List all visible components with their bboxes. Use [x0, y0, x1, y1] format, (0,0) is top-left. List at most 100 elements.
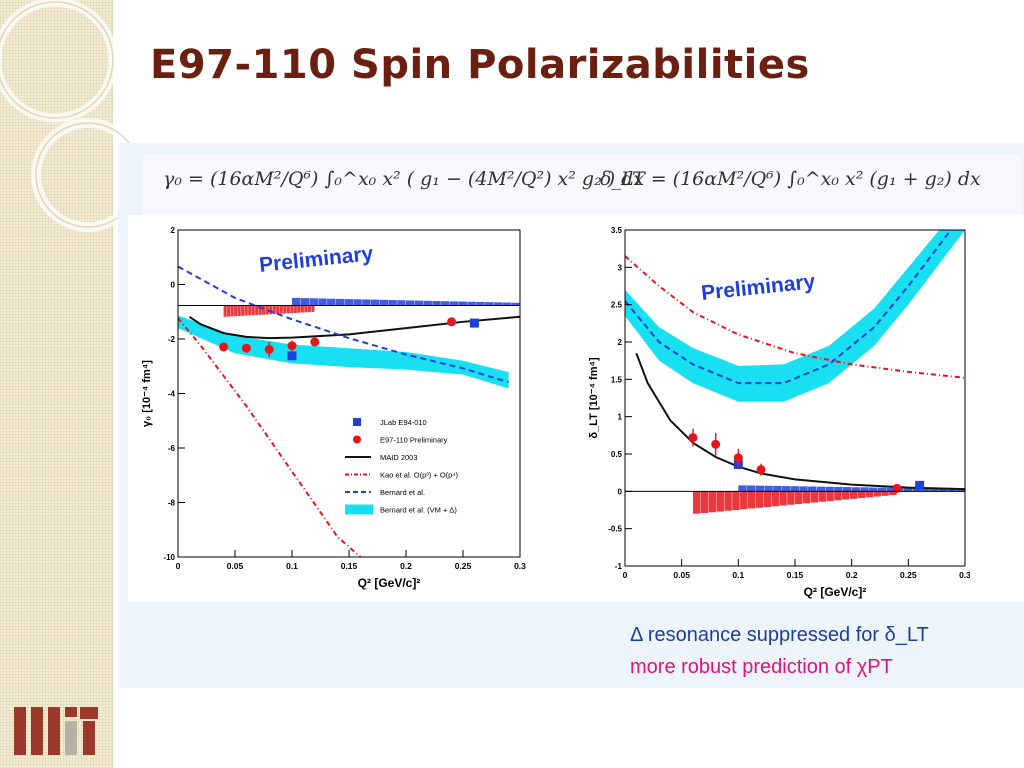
systematic-bar [441, 301, 450, 306]
data-point-circle [287, 341, 297, 351]
systematic-bar [276, 305, 280, 314]
x-tick-label: 0.3 [959, 570, 970, 580]
systematic-bar [700, 491, 709, 513]
data-point-circle [756, 465, 766, 475]
series-kao-et-al-o-p-o-p [625, 255, 965, 379]
systematic-bar [849, 491, 858, 499]
systematic-bar [816, 486, 826, 492]
series-bernard-et-al-vm [178, 315, 509, 389]
data-point-circle [733, 453, 743, 463]
systematic-bar [502, 302, 511, 306]
data-point-square [287, 351, 297, 361]
gamma0-chart: 0 0.05 0.1 0.15 0.2 0.25 0.3 -10 -8 -6 -4 -2 0 2 Q² [G… [141, 226, 526, 590]
systematic-bar [379, 299, 389, 306]
decorative-rings [0, 0, 140, 232]
systematic-bar [283, 305, 287, 314]
y-tick-label: -8 [168, 499, 176, 508]
data-point-circle [241, 343, 251, 353]
systematic-bar [790, 486, 799, 492]
systematic-bar [244, 305, 248, 316]
x-tick-label: 0.2 [846, 570, 858, 580]
systematic-bar [903, 488, 913, 492]
x-tick-label: 0.25 [900, 570, 917, 580]
systematic-bar [286, 305, 290, 314]
data-point-circle [711, 439, 721, 449]
systematic-bar [241, 305, 245, 316]
systematic-bar [773, 485, 782, 492]
systematic-bar [327, 298, 336, 306]
legend-marker [353, 418, 361, 426]
systematic-bar [755, 491, 764, 508]
data-point-circle [892, 483, 902, 493]
systematic-bar [747, 491, 756, 509]
systematic-bar [877, 487, 887, 492]
systematic-bar [857, 491, 866, 499]
systematic-bar [311, 305, 315, 312]
y-tick-label: 2.5 [611, 301, 623, 310]
y-tick-label: 1.5 [611, 375, 623, 384]
systematic-bar [297, 305, 301, 313]
mit-logo [14, 707, 98, 755]
systematic-bar [248, 305, 252, 316]
x-tick-label: 0.05 [673, 570, 690, 580]
systematic-bar [227, 305, 231, 317]
legend-label: Bernard et al. [380, 488, 425, 497]
y-tick-label: 3.5 [611, 226, 623, 235]
systematic-bar [930, 488, 939, 492]
legend-label: MAID 2003 [380, 453, 418, 462]
systematic-bar [938, 488, 948, 492]
systematic-bar [834, 491, 842, 501]
legend-marker [345, 504, 373, 515]
series-bernard-et-al-vm [625, 230, 965, 402]
systematic-bar [255, 305, 259, 316]
systematic-bar [771, 491, 779, 507]
systematic-bar [740, 491, 748, 510]
systematic-bar [818, 491, 826, 502]
formula-bar [143, 155, 1021, 215]
systematic-bar [251, 305, 255, 316]
systematic-bar [318, 298, 327, 306]
gamma0-formula: γ₀ = (16αM²/Q⁶) ∫₀^x₀ x² ( g₁ − (4M²/Q²)… [163, 168, 645, 190]
y-tick-label: 2 [618, 338, 623, 347]
x-tick-label: 0.2 [400, 561, 412, 571]
systematic-bar [921, 488, 930, 492]
x-tick-label: 0.15 [341, 561, 358, 571]
systematic-bar [406, 300, 415, 306]
preliminary-stamp: Preliminary [258, 242, 374, 277]
systematic-bar [258, 305, 262, 315]
deltaLT-chart: 0 0.05 0.1 0.15 0.2 0.25 0.3 -1 -0.5 0 0.5 1 1.5 2 2.5… [588, 226, 970, 599]
systematic-bar [826, 491, 834, 502]
systematic-bar [279, 305, 283, 314]
systematic-bar [397, 300, 406, 306]
systematic-bar [290, 305, 294, 314]
systematic-bar [362, 299, 371, 306]
systematic-bar [834, 486, 843, 492]
x-tick-label: 0.25 [455, 561, 472, 571]
systematic-bar [300, 298, 310, 306]
legend-marker [353, 435, 361, 444]
systematic-bar [716, 491, 724, 512]
systematic-bar [309, 298, 318, 306]
y-axis-label: δ_LT [10⁻⁴ fm⁴] [588, 357, 600, 439]
systematic-bar [269, 305, 273, 315]
systematic-bar [860, 487, 869, 492]
x-axis-label: Q² [GeV/c]² [358, 576, 421, 590]
legend-label: E97-110 Preliminary [380, 436, 448, 445]
systematic-bar [693, 491, 701, 514]
systematic-bar [449, 301, 459, 306]
systematic-bar [889, 491, 897, 496]
systematic-bar [300, 305, 304, 313]
y-axis-label: γ₀ [10⁻⁴ fm⁴] [141, 360, 153, 427]
systematic-bar [869, 487, 878, 492]
systematic-bar [272, 305, 276, 315]
systematic-bar [763, 491, 772, 508]
systematic-bar [476, 301, 485, 306]
systematic-bar [370, 299, 380, 306]
systematic-bar [293, 305, 297, 313]
systematic-bar [764, 485, 773, 492]
systematic-bar [724, 491, 732, 511]
y-tick-label: 1 [618, 413, 623, 422]
systematic-bar [802, 491, 811, 504]
series-bernard-et-al [178, 265, 509, 384]
y-tick-label: -1 [615, 562, 623, 571]
